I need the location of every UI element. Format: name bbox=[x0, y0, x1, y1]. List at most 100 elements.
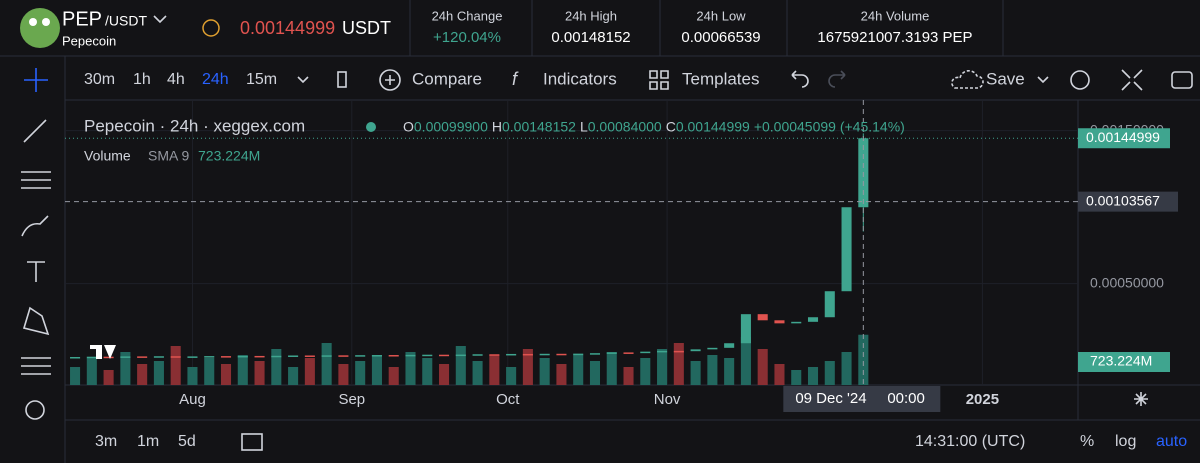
coin-logo bbox=[42, 18, 50, 26]
compare-icon[interactable] bbox=[385, 75, 395, 85]
volume-bar bbox=[539, 358, 550, 385]
interval[interactable]: 24h bbox=[202, 71, 229, 88]
volume-bar bbox=[724, 358, 735, 385]
volume-bar bbox=[757, 349, 768, 385]
volume-bar bbox=[589, 361, 601, 385]
candle-body bbox=[472, 354, 483, 356]
volume-bar bbox=[304, 358, 315, 385]
auto-toggle[interactable]: auto bbox=[1156, 433, 1187, 450]
tool-pattern[interactable] bbox=[22, 306, 50, 336]
candle-body bbox=[153, 356, 164, 358]
range[interactable]: 1m bbox=[137, 433, 159, 450]
interval[interactable]: 1h bbox=[133, 71, 151, 88]
candle-body bbox=[841, 207, 852, 292]
goto-date[interactable] bbox=[241, 433, 263, 451]
volume-bar bbox=[489, 355, 500, 385]
volume-bar bbox=[858, 334, 869, 385]
interval[interactable]: 4h bbox=[167, 71, 185, 88]
tool-forecast[interactable] bbox=[21, 357, 51, 375]
log-toggle[interactable]: log bbox=[1115, 433, 1136, 450]
tool-emoji[interactable] bbox=[25, 400, 45, 420]
volume-bar bbox=[321, 343, 332, 385]
tool-brush[interactable] bbox=[21, 215, 49, 237]
candle-body bbox=[623, 352, 634, 354]
interval[interactable]: 30m bbox=[84, 71, 115, 88]
chart-style[interactable] bbox=[337, 71, 347, 88]
percent-toggle[interactable]: % bbox=[1080, 433, 1094, 450]
tool-crosshair[interactable] bbox=[24, 68, 48, 92]
ohlc-change: +0.00045099 (+45.14%) bbox=[754, 119, 905, 135]
last-price: 0.00144999 bbox=[240, 18, 335, 38]
coin-logo bbox=[29, 18, 37, 26]
market-status bbox=[366, 122, 376, 132]
crosshair-date: 09 Dec '24 bbox=[795, 390, 866, 407]
symbol[interactable]: PEP bbox=[62, 8, 102, 30]
screenshot[interactable] bbox=[1171, 71, 1193, 89]
candle-body bbox=[338, 355, 349, 357]
fullscreen[interactable] bbox=[1121, 69, 1143, 91]
volume-bar bbox=[103, 370, 114, 385]
candle-body bbox=[589, 353, 601, 355]
axis-settings[interactable] bbox=[1134, 392, 1148, 406]
quote[interactable]: /USDT bbox=[105, 13, 147, 29]
save-icon[interactable] bbox=[951, 70, 984, 89]
candle-body bbox=[170, 356, 181, 358]
indicators[interactable]: Indicators bbox=[543, 69, 617, 88]
candle-body bbox=[573, 353, 584, 356]
candle-body bbox=[405, 354, 416, 357]
candle-body bbox=[422, 354, 433, 357]
price-unit: USDT bbox=[342, 18, 391, 38]
candle-body bbox=[371, 355, 382, 357]
volume-bar bbox=[472, 361, 483, 385]
candle-body bbox=[506, 353, 517, 356]
candle-body bbox=[388, 355, 399, 357]
volume-bar bbox=[170, 346, 181, 385]
tool-fib[interactable] bbox=[21, 171, 51, 189]
volume-bar bbox=[120, 352, 131, 385]
range[interactable]: 3m bbox=[95, 433, 117, 450]
interval-menu[interactable] bbox=[297, 76, 309, 84]
y-tick-label: 0.00050000 bbox=[1090, 274, 1164, 290]
candle-body bbox=[439, 354, 450, 357]
candle-body bbox=[522, 353, 533, 356]
candle-body bbox=[539, 353, 550, 356]
stat-label: 24h Change bbox=[432, 8, 503, 23]
volume-bar bbox=[673, 343, 684, 385]
info-icon[interactable] bbox=[202, 19, 220, 37]
volume-sma-axis: 723.224M bbox=[1090, 353, 1152, 369]
symbol-chevron[interactable] bbox=[153, 15, 167, 24]
volume-bar bbox=[841, 352, 852, 385]
redo[interactable] bbox=[828, 70, 846, 88]
tool-line[interactable] bbox=[23, 119, 47, 143]
compare[interactable]: Compare bbox=[412, 69, 482, 88]
compare-icon[interactable] bbox=[379, 69, 401, 91]
candle-body bbox=[707, 347, 718, 350]
templates[interactable]: Templates bbox=[682, 69, 759, 88]
volume-bar bbox=[405, 352, 416, 385]
candle-body bbox=[606, 352, 617, 354]
save-menu[interactable] bbox=[1037, 76, 1049, 84]
volume-bar bbox=[707, 355, 718, 385]
indicators-icon[interactable]: f bbox=[512, 69, 519, 89]
ohlc-value: 0.00084000 bbox=[588, 119, 662, 135]
candle-body bbox=[455, 354, 466, 357]
save[interactable]: Save bbox=[986, 69, 1025, 88]
range[interactable]: 5d bbox=[178, 433, 196, 450]
tool-text[interactable] bbox=[27, 261, 45, 282]
volume-bar bbox=[355, 361, 366, 385]
coin-logo bbox=[20, 8, 60, 48]
settings[interactable] bbox=[1070, 70, 1090, 90]
volume-bar bbox=[522, 349, 533, 385]
candle-body bbox=[640, 351, 651, 354]
candle-body bbox=[673, 350, 684, 353]
volume-bar bbox=[506, 367, 517, 385]
volume-indicator: SMA 9 bbox=[148, 148, 189, 164]
clock: 14:31:00 (UTC) bbox=[915, 433, 1025, 450]
undo[interactable] bbox=[791, 70, 809, 88]
volume-bar bbox=[254, 361, 265, 385]
interval[interactable]: 15m bbox=[246, 71, 277, 88]
templates-icon[interactable] bbox=[649, 70, 669, 90]
volume-title: Volume bbox=[84, 148, 131, 164]
volume-bar bbox=[774, 364, 785, 385]
